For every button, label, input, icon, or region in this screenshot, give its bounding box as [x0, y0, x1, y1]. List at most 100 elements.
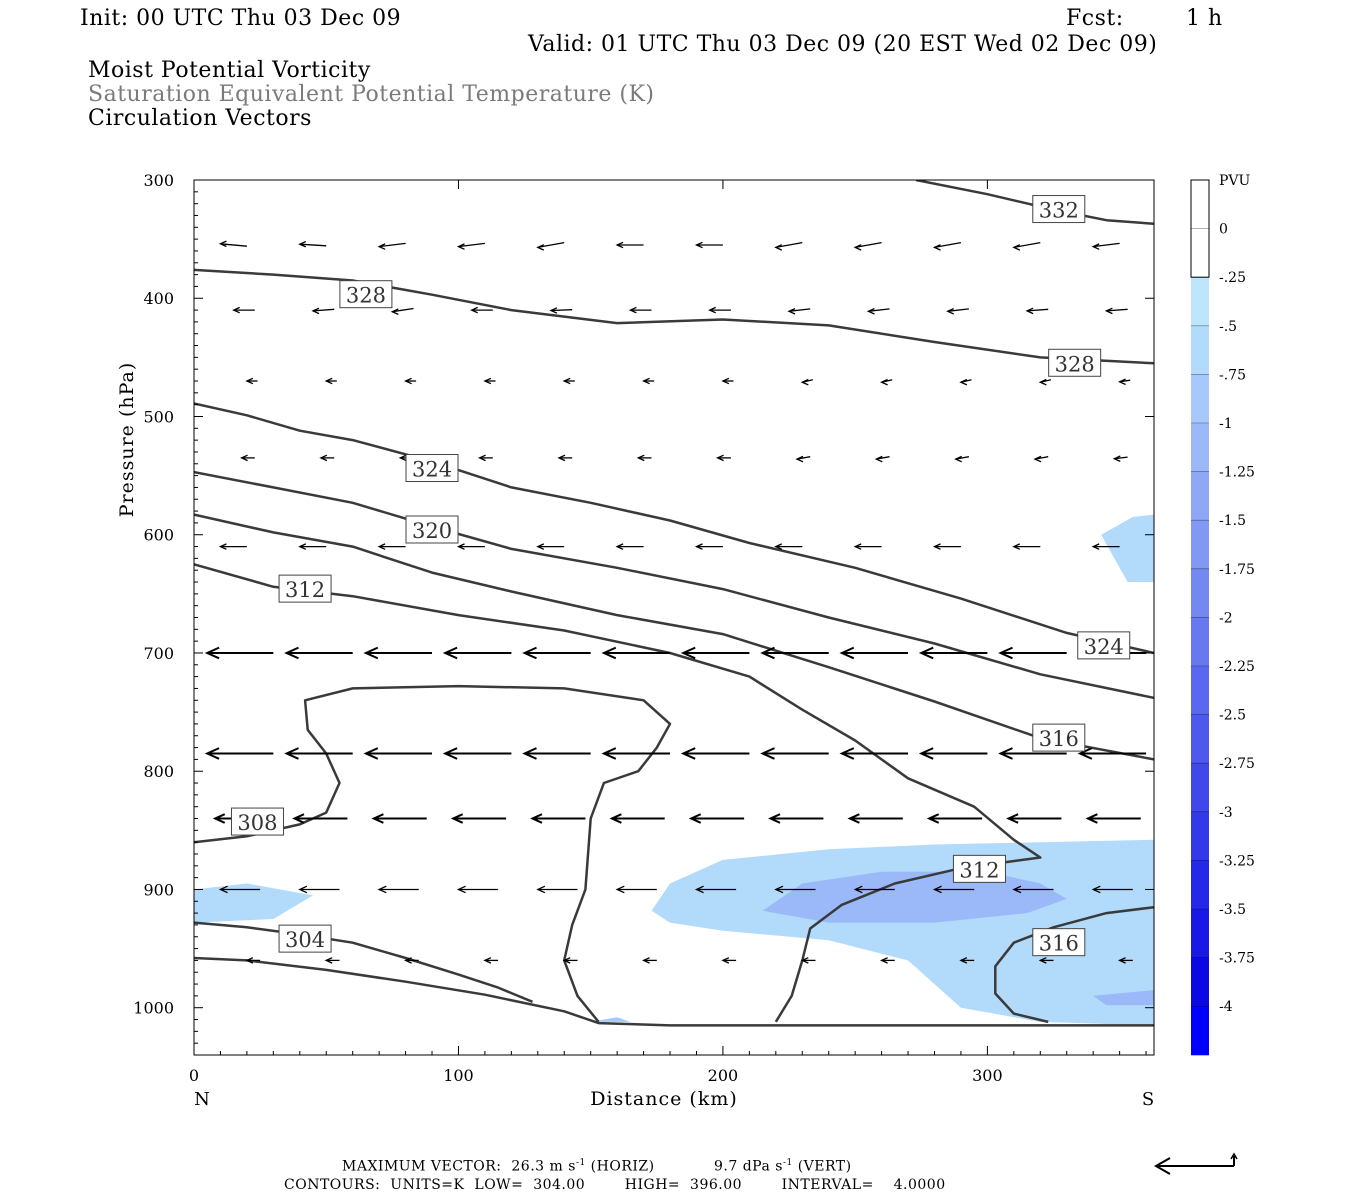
vector-head: [636, 454, 645, 462]
vector-head: [398, 454, 407, 462]
vector-head: [363, 646, 379, 660]
colorbar-level-label: -1: [1219, 416, 1233, 432]
contour-label-324: 324: [1084, 635, 1124, 659]
vector-arrow: [1025, 307, 1049, 315]
vector-head: [204, 747, 220, 760]
vector-head: [694, 241, 703, 249]
contour-label-box-6: [1032, 723, 1086, 752]
vector-head: [1012, 244, 1021, 251]
vector-arrow: [456, 885, 499, 894]
vector-head: [536, 244, 545, 251]
vector-arrow: [478, 454, 493, 462]
vector-arrow: [530, 813, 586, 824]
vector-arrow: [954, 455, 970, 463]
colorbar-swatch: [1191, 666, 1209, 716]
vector-arrow: [615, 241, 644, 249]
x-axis-title: Distance (km): [590, 1088, 738, 1110]
y-tick-label: 900: [143, 880, 174, 899]
vector-head: [615, 241, 624, 249]
contour-label-320: 320: [412, 519, 452, 543]
vector-head: [456, 243, 465, 250]
vector-arrow: [390, 307, 414, 315]
vector-arrow: [404, 957, 419, 964]
horiz-exponent: -1: [575, 1158, 586, 1168]
vector-arrow: [708, 306, 731, 314]
vector-head: [954, 455, 962, 463]
colorbar-swatch: [1191, 909, 1209, 959]
vector-head: [324, 377, 333, 385]
vector-head: [853, 543, 862, 550]
vector-arrow: [1077, 747, 1147, 760]
init-time: Init: 00 UTC Thu 03 Dec 09: [80, 6, 402, 31]
vector-head: [1104, 307, 1113, 315]
vector-arrow: [218, 543, 247, 550]
vector-head: [847, 813, 860, 824]
colorbar-swatch: [1191, 180, 1209, 230]
vector-head: [774, 244, 783, 251]
vector-head: [536, 543, 545, 550]
vector-arrow: [1085, 813, 1141, 824]
contour-label-304: 304: [285, 928, 325, 952]
vector-arrow: [800, 378, 813, 386]
vector-arrow: [874, 455, 890, 463]
vector-head: [557, 454, 566, 462]
vector-head: [932, 543, 941, 550]
vector-arrow: [1038, 957, 1054, 964]
vector-head: [311, 307, 320, 315]
vector-arrow: [522, 646, 591, 660]
max-vector-line: MAXIMUM VECTOR: 26.3 m s-1 (HORIZ) 9.7 d…: [342, 1158, 852, 1175]
vector-arrow: [959, 957, 975, 964]
vector-arrow: [1118, 957, 1133, 964]
vector-shaft: [788, 308, 811, 312]
vector-arrow: [284, 747, 353, 760]
vector-shaft: [947, 308, 969, 312]
vector-head: [760, 646, 775, 660]
vector-head: [688, 813, 702, 824]
vector-head: [470, 306, 478, 314]
colorbar-swatch: [1191, 374, 1209, 424]
vector-head: [1118, 957, 1126, 964]
vector-head: [918, 646, 934, 660]
vector-arrow: [998, 646, 1067, 660]
mpv-shade-region-0: [194, 883, 313, 923]
vector-head: [377, 885, 387, 894]
vector-head: [615, 885, 625, 894]
vector-head: [628, 306, 637, 314]
vector-shaft: [868, 308, 890, 312]
vector-arrow: [1112, 455, 1128, 462]
vector-arrow: [324, 957, 340, 964]
contour-label-316: 316: [1039, 932, 1079, 956]
vector-head: [522, 646, 537, 660]
colorbar-swatch: [1191, 860, 1209, 910]
vector-arrow: [456, 242, 485, 250]
vector-arrow: [853, 241, 882, 251]
colorbar-swatch: [1191, 811, 1209, 861]
vector-arrow: [536, 241, 565, 251]
circulation-vector-layer: [204, 240, 1147, 964]
vector-head: [218, 885, 228, 894]
vector-arrow: [680, 646, 750, 660]
vector-head: [774, 543, 783, 550]
vector-arrow: [240, 454, 255, 462]
vector-head: [204, 646, 220, 660]
vector-arrow: [284, 646, 353, 660]
contour-label-box-4: [1077, 631, 1131, 660]
vector-arrow: [688, 813, 745, 824]
contour-label-box-10: [230, 807, 284, 836]
vector-head: [866, 308, 875, 315]
mpv-shade-region-2: [762, 871, 1067, 923]
y-axis-title: Pressure (hPa): [116, 362, 138, 518]
vector-head: [880, 378, 888, 386]
vector-shaft: [299, 243, 327, 247]
contour-label-layer: 332 328 328 324 324 320 316 312 312 316 308 304: [230, 195, 1131, 957]
vector-arrow: [377, 242, 406, 250]
colorbar-level-label: -3: [1219, 805, 1233, 821]
vector-arrow: [377, 543, 406, 550]
vector-shaft: [220, 243, 247, 247]
vector-head: [442, 646, 458, 660]
vector-arrow: [628, 306, 652, 314]
vector-arrow: [363, 646, 432, 660]
colorbar-level-label: -2.5: [1219, 708, 1246, 724]
axes-layer: 300 400 500 600 700 800 900 1000 0 100 200 300 N S Dis…: [116, 171, 1154, 1110]
vector-arrow: [324, 377, 337, 385]
